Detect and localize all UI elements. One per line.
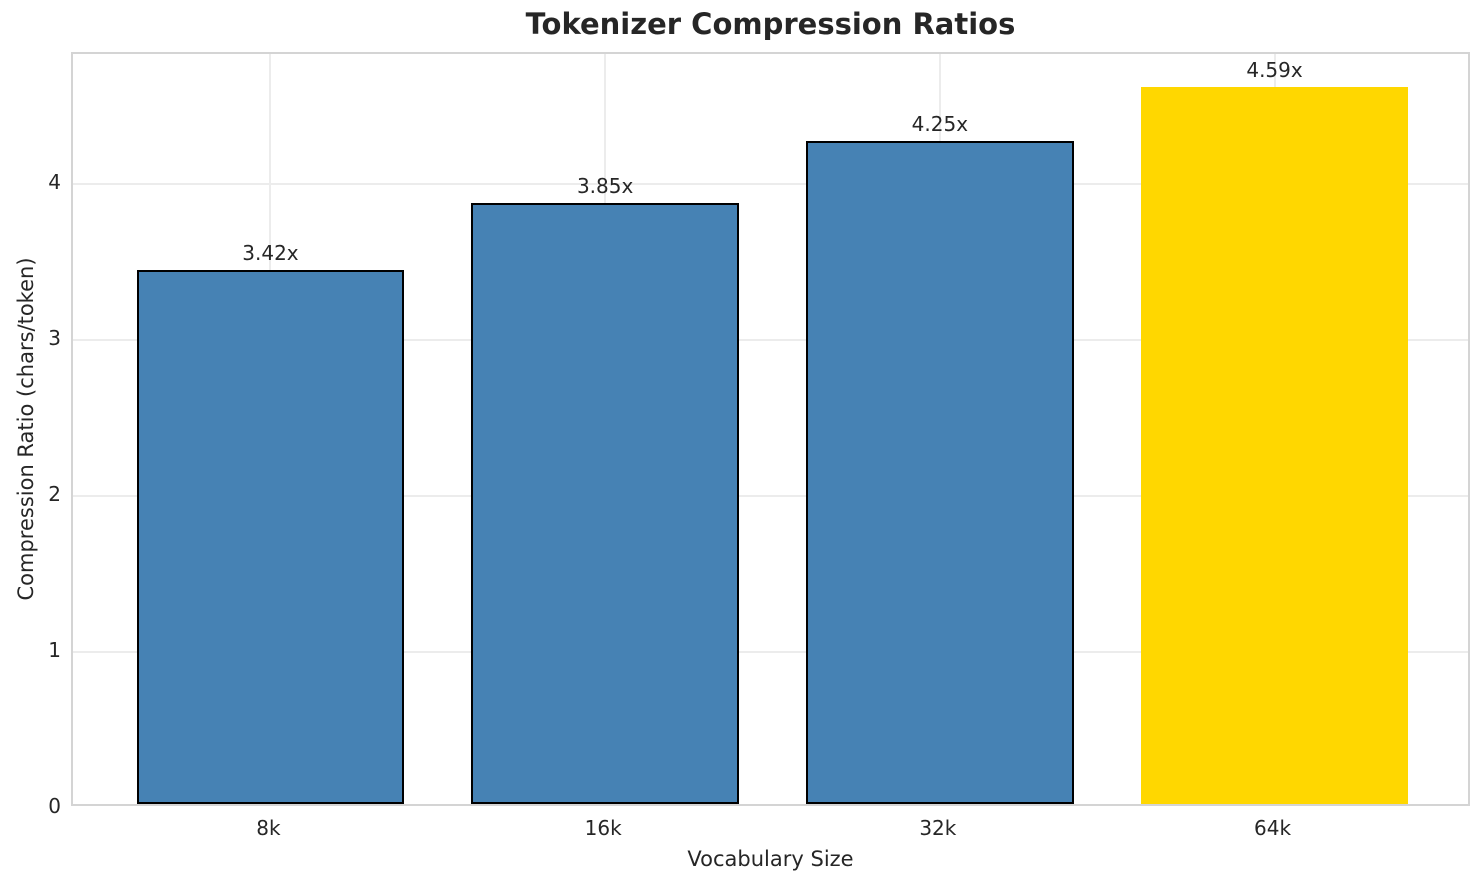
bar-64k [1140,87,1409,804]
y-tick-label: 2 [48,481,61,506]
bar-value-label: 4.25x [911,111,969,136]
x-tick-label: 16k [584,816,622,840]
y-axis-label: Compression Ratio (chars/token) [14,257,38,601]
x-tick-label: 32k [919,816,957,840]
bar-value-label: 3.85x [576,174,634,198]
bar-8k [136,270,405,804]
bar-value-label: 3.42x [242,241,299,266]
y-tick-label: 4 [48,169,61,194]
gridline-horizontal [73,494,1468,497]
y-tick-label: 0 [48,794,61,818]
x-axis-label: Vocabulary Size [687,847,854,871]
chart-title: Tokenizer Compression Ratios [525,7,1016,41]
gridline-horizontal [73,650,1468,653]
y-tick-label: 1 [48,637,61,662]
gridline-horizontal [73,182,1468,185]
gridline-horizontal [73,338,1468,341]
bar-32k [805,140,1074,804]
bar-value-label: 4.59x [1246,58,1303,83]
x-tick-label: 64k [1254,816,1292,840]
plot-area: 3.42x 3.85x 4.25x 4.59x [71,52,1470,806]
bar-16k [471,203,740,804]
y-tick-label: 3 [48,325,61,350]
x-tick-label: 8k [256,816,281,840]
